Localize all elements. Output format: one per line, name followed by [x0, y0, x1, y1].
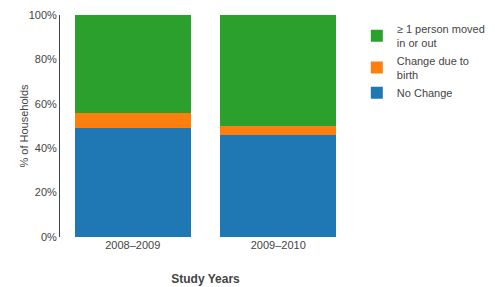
svg-text:100%: 100%	[29, 9, 57, 21]
svg-text:Change due tobirth: Change due tobirth	[397, 55, 469, 81]
svg-text:40%: 40%	[35, 142, 57, 154]
svg-text:80%: 80%	[35, 53, 57, 65]
svg-text:2008–2009: 2008–2009	[105, 239, 160, 251]
svg-text:% of Households: % of Households	[18, 84, 30, 168]
svg-text:2009–2010: 2009–2010	[251, 239, 306, 251]
svg-text:60%: 60%	[35, 98, 57, 110]
svg-text:20%: 20%	[35, 186, 57, 198]
svg-text:Study Years: Study Years	[171, 272, 240, 286]
svg-text:0%: 0%	[41, 231, 57, 243]
svg-text:No Change: No Change	[397, 87, 453, 99]
svg-text:≥ 1 person movedin or out: ≥ 1 person movedin or out	[397, 23, 485, 49]
